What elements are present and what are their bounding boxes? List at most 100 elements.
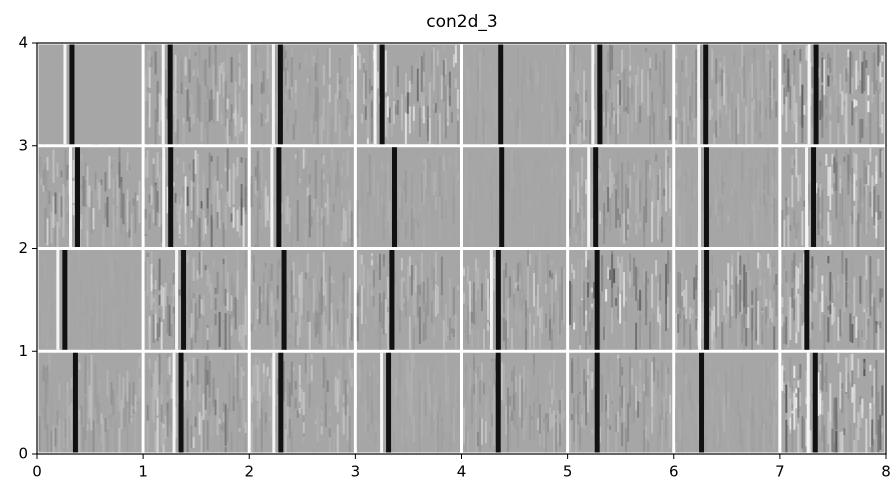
texture [871, 294, 873, 307]
texture [631, 393, 633, 420]
texture [613, 110, 615, 124]
texture [811, 266, 813, 293]
texture [847, 300, 849, 305]
texture [785, 271, 787, 282]
texture [867, 165, 869, 185]
texture [101, 179, 103, 185]
texture [425, 305, 427, 339]
texture [831, 283, 833, 303]
texture [113, 283, 115, 288]
texture [161, 404, 163, 422]
texture [157, 191, 159, 211]
texture [423, 401, 425, 408]
texture [837, 212, 839, 244]
texture [341, 308, 343, 346]
texture [603, 112, 605, 126]
texture [297, 150, 299, 186]
texture [609, 70, 611, 89]
texture [39, 416, 41, 451]
texture [743, 265, 745, 308]
texture [43, 117, 45, 144]
texture [341, 167, 343, 177]
texture [771, 176, 773, 204]
texture [569, 111, 571, 134]
texture [547, 221, 549, 235]
texture [797, 45, 799, 49]
texture [153, 268, 155, 284]
texture [787, 325, 789, 348]
texture [61, 94, 63, 107]
texture [361, 293, 363, 324]
texture [559, 221, 561, 247]
texture [755, 288, 757, 330]
texture [799, 64, 801, 96]
texture [113, 159, 115, 178]
texture [109, 156, 111, 189]
texture [541, 405, 543, 433]
texture [427, 250, 429, 268]
texture [543, 119, 545, 144]
texture [395, 361, 397, 374]
texture [707, 414, 709, 448]
texture [795, 297, 797, 333]
texture [655, 392, 657, 417]
texture [681, 197, 683, 219]
texture [785, 50, 787, 85]
texture [219, 312, 221, 347]
texture [503, 86, 505, 108]
white-stripe [808, 45, 811, 145]
texture [683, 192, 685, 220]
texture [441, 298, 443, 314]
texture [775, 102, 777, 118]
texture [765, 119, 767, 145]
texture [423, 304, 425, 312]
texture [81, 184, 83, 188]
texture [397, 396, 399, 411]
texture [193, 187, 195, 226]
white-stripe [807, 353, 810, 453]
texture [409, 208, 411, 234]
texture [187, 89, 189, 121]
texture [577, 94, 579, 126]
texture [751, 223, 753, 240]
texture [155, 370, 157, 400]
texture [613, 286, 615, 318]
texture [359, 174, 361, 195]
texture [801, 416, 803, 448]
texture [793, 165, 795, 205]
texture [865, 193, 867, 235]
texture [529, 158, 531, 186]
texture [101, 424, 103, 444]
texture [125, 51, 127, 69]
texture [423, 323, 425, 341]
texture [491, 361, 493, 401]
texture [775, 198, 777, 232]
texture [305, 223, 307, 247]
texture [269, 53, 271, 97]
texture [211, 286, 213, 309]
texture [585, 250, 587, 267]
texture [131, 405, 133, 415]
texture [307, 322, 309, 342]
texture [639, 314, 641, 349]
texture [445, 85, 447, 113]
texture [351, 369, 353, 387]
texture [651, 100, 653, 126]
texture [329, 48, 331, 77]
texture [523, 56, 525, 85]
texture [605, 326, 607, 350]
texture [403, 319, 405, 326]
texture [117, 209, 119, 227]
texture [381, 162, 383, 170]
texture [487, 91, 489, 98]
texture [679, 273, 681, 309]
texture [877, 90, 879, 128]
texture [81, 425, 83, 450]
texture [201, 416, 203, 453]
texture [253, 365, 255, 396]
texture [91, 251, 93, 260]
texture [579, 306, 581, 345]
texture [847, 155, 849, 185]
texture [219, 419, 221, 424]
texture [689, 379, 691, 401]
